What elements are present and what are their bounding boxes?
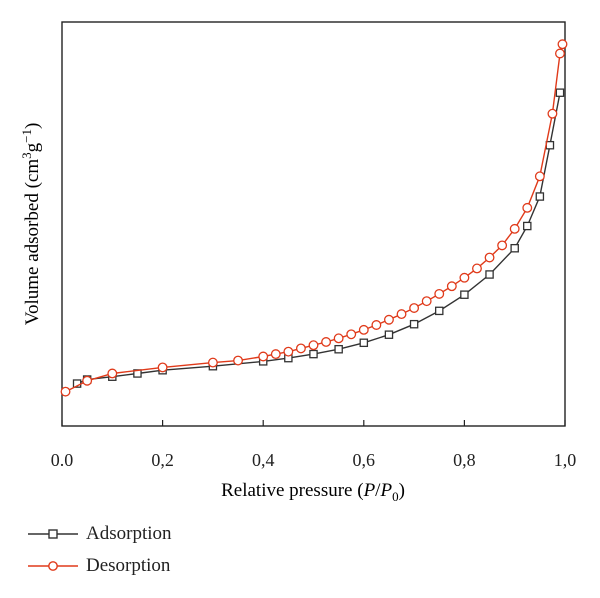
adsorption-point — [334, 344, 343, 354]
x-tick-label: 1,0 — [554, 450, 577, 470]
desorption-point — [157, 362, 168, 373]
desorption-point — [333, 333, 344, 344]
x-axis-label: Relative pressure (P/P0) — [221, 480, 405, 504]
desorption-point — [484, 252, 495, 263]
plot-frame — [61, 21, 566, 427]
desorption-point — [233, 355, 244, 366]
adsorption-line — [76, 92, 561, 385]
desorption-point — [295, 343, 306, 354]
x-tick-label: 0,6 — [353, 450, 376, 470]
adsorption-point — [359, 338, 369, 348]
adsorption-point — [535, 192, 545, 201]
desorption-point — [270, 349, 281, 360]
desorption-point — [534, 171, 545, 182]
adsorption-point — [545, 140, 555, 150]
desorption-point — [421, 296, 432, 307]
desorption-point — [384, 314, 394, 325]
x-tick-label: 0.0 — [51, 450, 74, 470]
adsorption-point — [510, 243, 519, 253]
desorption-point — [509, 223, 520, 234]
desorption-point — [547, 108, 558, 119]
desorption-point — [459, 272, 470, 283]
desorption-point — [434, 288, 445, 299]
adsorption-point — [409, 319, 419, 329]
adsorption-point — [434, 306, 444, 316]
desorption-line — [65, 44, 564, 393]
legend-key-desorption — [28, 561, 78, 571]
desorption-point — [409, 303, 420, 313]
desorption-point — [283, 346, 294, 357]
desorption-point — [207, 357, 218, 368]
legend-label-adsorption: Adsorption — [86, 523, 172, 544]
desorption-point — [557, 39, 568, 50]
desorption-point — [522, 202, 533, 213]
desorption-point — [258, 351, 269, 362]
desorption-point — [371, 320, 382, 330]
x-tick-label: 0,2 — [151, 450, 174, 470]
desorption-point — [555, 48, 565, 59]
series-adsorption — [72, 88, 565, 388]
x-tick-label: 0,8 — [453, 450, 476, 470]
legend: Adsorption Desorption — [28, 518, 172, 582]
legend-item-adsorption: Adsorption — [28, 518, 172, 550]
desorption-point — [321, 337, 332, 347]
desorption-point — [396, 309, 407, 320]
adsorption-point — [460, 290, 469, 299]
desorption-point — [308, 340, 319, 351]
adsorption-point — [523, 221, 532, 231]
legend-key-adsorption — [28, 529, 78, 539]
desorption-point — [497, 240, 508, 251]
adsorption-point — [485, 270, 494, 279]
x-tick-label: 0,4 — [252, 450, 275, 470]
desorption-point — [472, 263, 482, 274]
y-axis-label: Volume adsorbed (cm3g−1) — [19, 123, 43, 326]
adsorption-point — [555, 88, 565, 97]
desorption-point — [358, 324, 369, 335]
series-layer — [60, 39, 568, 397]
x-axis-ticks: 0.0 0,2 0,4 0,6 0,8 1,0 — [51, 420, 577, 470]
desorption-point — [446, 281, 457, 292]
adsorption-point — [384, 330, 394, 339]
desorption-point — [60, 386, 71, 397]
desorption-point — [107, 368, 118, 379]
desorption-point — [346, 329, 357, 340]
adsorption-point — [309, 349, 318, 359]
legend-item-desorption: Desorption — [28, 550, 172, 582]
desorption-point — [82, 375, 93, 386]
series-desorption — [60, 39, 568, 397]
legend-label-desorption: Desorption — [86, 555, 171, 576]
